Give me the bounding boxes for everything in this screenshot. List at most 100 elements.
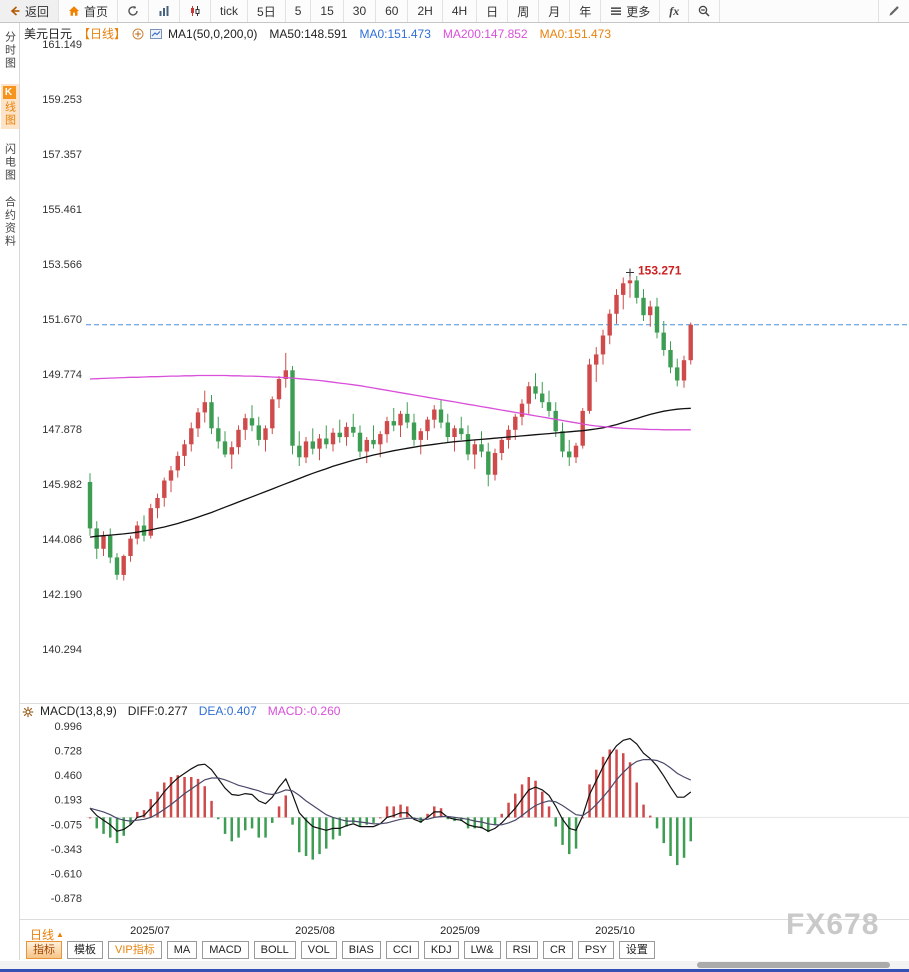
home-button[interactable]: 首页 (59, 0, 119, 22)
tab-ma[interactable]: MA (166, 941, 198, 959)
add-overlay-icon[interactable] (132, 28, 144, 40)
price-axis-labels: 161.149 159.253 157.357 155.461 153.566 151.6… (42, 40, 82, 656)
scrollbar-track[interactable] (0, 961, 909, 969)
svg-text:-0.343: -0.343 (51, 844, 82, 856)
bar-chart-view-button[interactable] (149, 0, 181, 22)
period-4h-button[interactable]: 4H (443, 0, 478, 22)
tab-indicator[interactable]: 指标 (26, 941, 62, 959)
axis-divider (20, 919, 909, 920)
main-chart[interactable]: 161.149 159.253 157.357 155.461 153.566 151.6… (20, 40, 909, 702)
svg-text:142.190: 142.190 (42, 589, 82, 601)
toolbar: 返回 首页 tick 5日 5 15 30 60 2H 4H 日 周 月 年 更多 fx (0, 0, 909, 23)
x-label-2025-09: 2025/09 (440, 925, 480, 937)
period-5d-button[interactable]: 5日 (248, 0, 286, 22)
indicator-value-2: MA0:151.473 (359, 26, 431, 41)
tab-cci[interactable]: CCI (385, 941, 419, 959)
timeframe-selector-label: 日线 (30, 928, 55, 942)
ma50-line (89, 407, 691, 538)
zoom-out-button[interactable] (689, 0, 721, 22)
svg-text:157.357: 157.357 (42, 149, 82, 161)
period-month-button[interactable]: 月 (539, 0, 571, 22)
tab-kdj[interactable]: KDJ (423, 941, 459, 959)
period-5d-button-label: 5日 (257, 4, 276, 19)
x-axis-labels: 2025/07 2025/08 2025/09 2025/10 (20, 920, 909, 940)
sidebar-item-flash-chart[interactable]: 闪电图 (3, 143, 16, 182)
tab-lwr[interactable]: LW& (463, 941, 501, 959)
more-button[interactable]: 更多 (601, 0, 661, 22)
chart-header: 美元日元 【日线】 MA1(50,0,200,0) MA50:148.591 MA0… (24, 25, 613, 42)
back-button[interactable]: 返回 (0, 0, 60, 22)
svg-text:153.566: 153.566 (42, 259, 82, 271)
period-2h-button[interactable]: 2H (408, 0, 443, 22)
pencil-icon (888, 5, 900, 17)
tab-psy[interactable]: PSY (577, 941, 614, 959)
svg-text:0.996: 0.996 (54, 721, 82, 733)
tab-vip-indicator[interactable]: VIP指标 (108, 941, 162, 959)
period-week-button-label: 周 (517, 4, 530, 19)
period-2h-button-label: 2H (417, 4, 433, 18)
kline-badge: K (3, 86, 16, 99)
refresh-button[interactable] (118, 0, 150, 22)
bottom-accent-bar (0, 969, 909, 972)
svg-text:-0.075: -0.075 (51, 819, 82, 831)
period-year-button-label: 年 (579, 4, 592, 19)
period-30-button[interactable]: 30 (344, 0, 377, 22)
svg-text:0.193: 0.193 (54, 795, 82, 807)
tab-rsi[interactable]: RSI (505, 941, 538, 959)
svg-text:159.253: 159.253 (42, 94, 82, 106)
tab-cr[interactable]: CR (542, 941, 573, 959)
scrollbar-thumb[interactable] (697, 962, 890, 968)
timeframe-selector[interactable]: 日线 ▲ (30, 926, 64, 943)
period-label: 【日线】 (78, 27, 127, 41)
macd-axis-labels: 0.996 0.728 0.460 0.193 -0.075 -0.343 -0.610 -0… (51, 721, 82, 905)
svg-text:0.728: 0.728 (54, 746, 82, 758)
tab-boll[interactable]: BOLL (253, 941, 296, 959)
fx-button-label: fx (669, 3, 680, 18)
diff-line (89, 737, 692, 832)
period-week-button[interactable]: 周 (508, 0, 540, 22)
sidebar-item-time-chart[interactable]: 分时图 (3, 31, 16, 70)
symbol-name: 美元日元 (24, 27, 73, 41)
period-60-button[interactable]: 60 (376, 0, 409, 22)
draw-button[interactable] (878, 0, 909, 22)
period-15-button-label: 15 (320, 4, 334, 18)
panel-divider (20, 703, 909, 704)
period-5-button[interactable]: 5 (286, 0, 312, 22)
svg-text:149.774: 149.774 (42, 369, 82, 381)
zoom-out-icon (698, 5, 710, 17)
period-60-button-label: 60 (385, 4, 399, 18)
indicator-value-2: DEA:0.407 (198, 704, 257, 718)
tab-bias[interactable]: BIAS (341, 941, 381, 959)
period-year-button[interactable]: 年 (570, 0, 602, 22)
tab-macd[interactable]: MACD (202, 941, 249, 959)
sidebar-item-kline-chart[interactable]: K 线图 (0, 84, 19, 129)
period-month-button-label: 月 (548, 4, 561, 19)
indicator-value-4: MA0:151.473 (539, 26, 611, 41)
sidebar-item-contract-info[interactable]: 合约资料 (3, 196, 16, 248)
tab-template[interactable]: 模板 (67, 941, 103, 959)
period-tick-button[interactable]: tick (211, 0, 249, 22)
home-button-label: 首页 (84, 4, 109, 19)
period-30-button-label: 30 (352, 4, 367, 18)
svg-text:145.982: 145.982 (42, 479, 82, 491)
svg-text:140.294: 140.294 (42, 644, 82, 656)
fx-button[interactable]: fx (660, 0, 690, 22)
indicator-value-1: MA50:148.591 (269, 26, 348, 41)
more-button-label: 更多 (626, 4, 651, 19)
tab-settings[interactable]: 设置 (618, 941, 655, 959)
macd-chart[interactable]: 0.996 0.728 0.460 0.193 -0.075 -0.343 -0.610 -0… (20, 705, 909, 919)
bar-chart-icon (158, 5, 170, 17)
period-day-button[interactable]: 日 (477, 0, 509, 22)
candle-view-button[interactable] (180, 0, 212, 22)
home-icon (68, 5, 80, 17)
tab-vol[interactable]: VOL (300, 941, 337, 959)
x-label-2025-10: 2025/10 (595, 925, 635, 937)
x-label-2025-08: 2025/08 (295, 925, 335, 937)
indicator-value-3: MA200:147.852 (442, 26, 528, 41)
period-15-button[interactable]: 15 (311, 0, 344, 22)
macd-header: MACD(13,8,9) DIFF:0.277 DEA:0.407 MACD:-0.2… (40, 704, 342, 718)
indicator-settings-icon[interactable] (22, 706, 34, 718)
period-day-button-label: 日 (486, 4, 499, 19)
indicator-value-3: MACD:-0.260 (267, 704, 341, 718)
